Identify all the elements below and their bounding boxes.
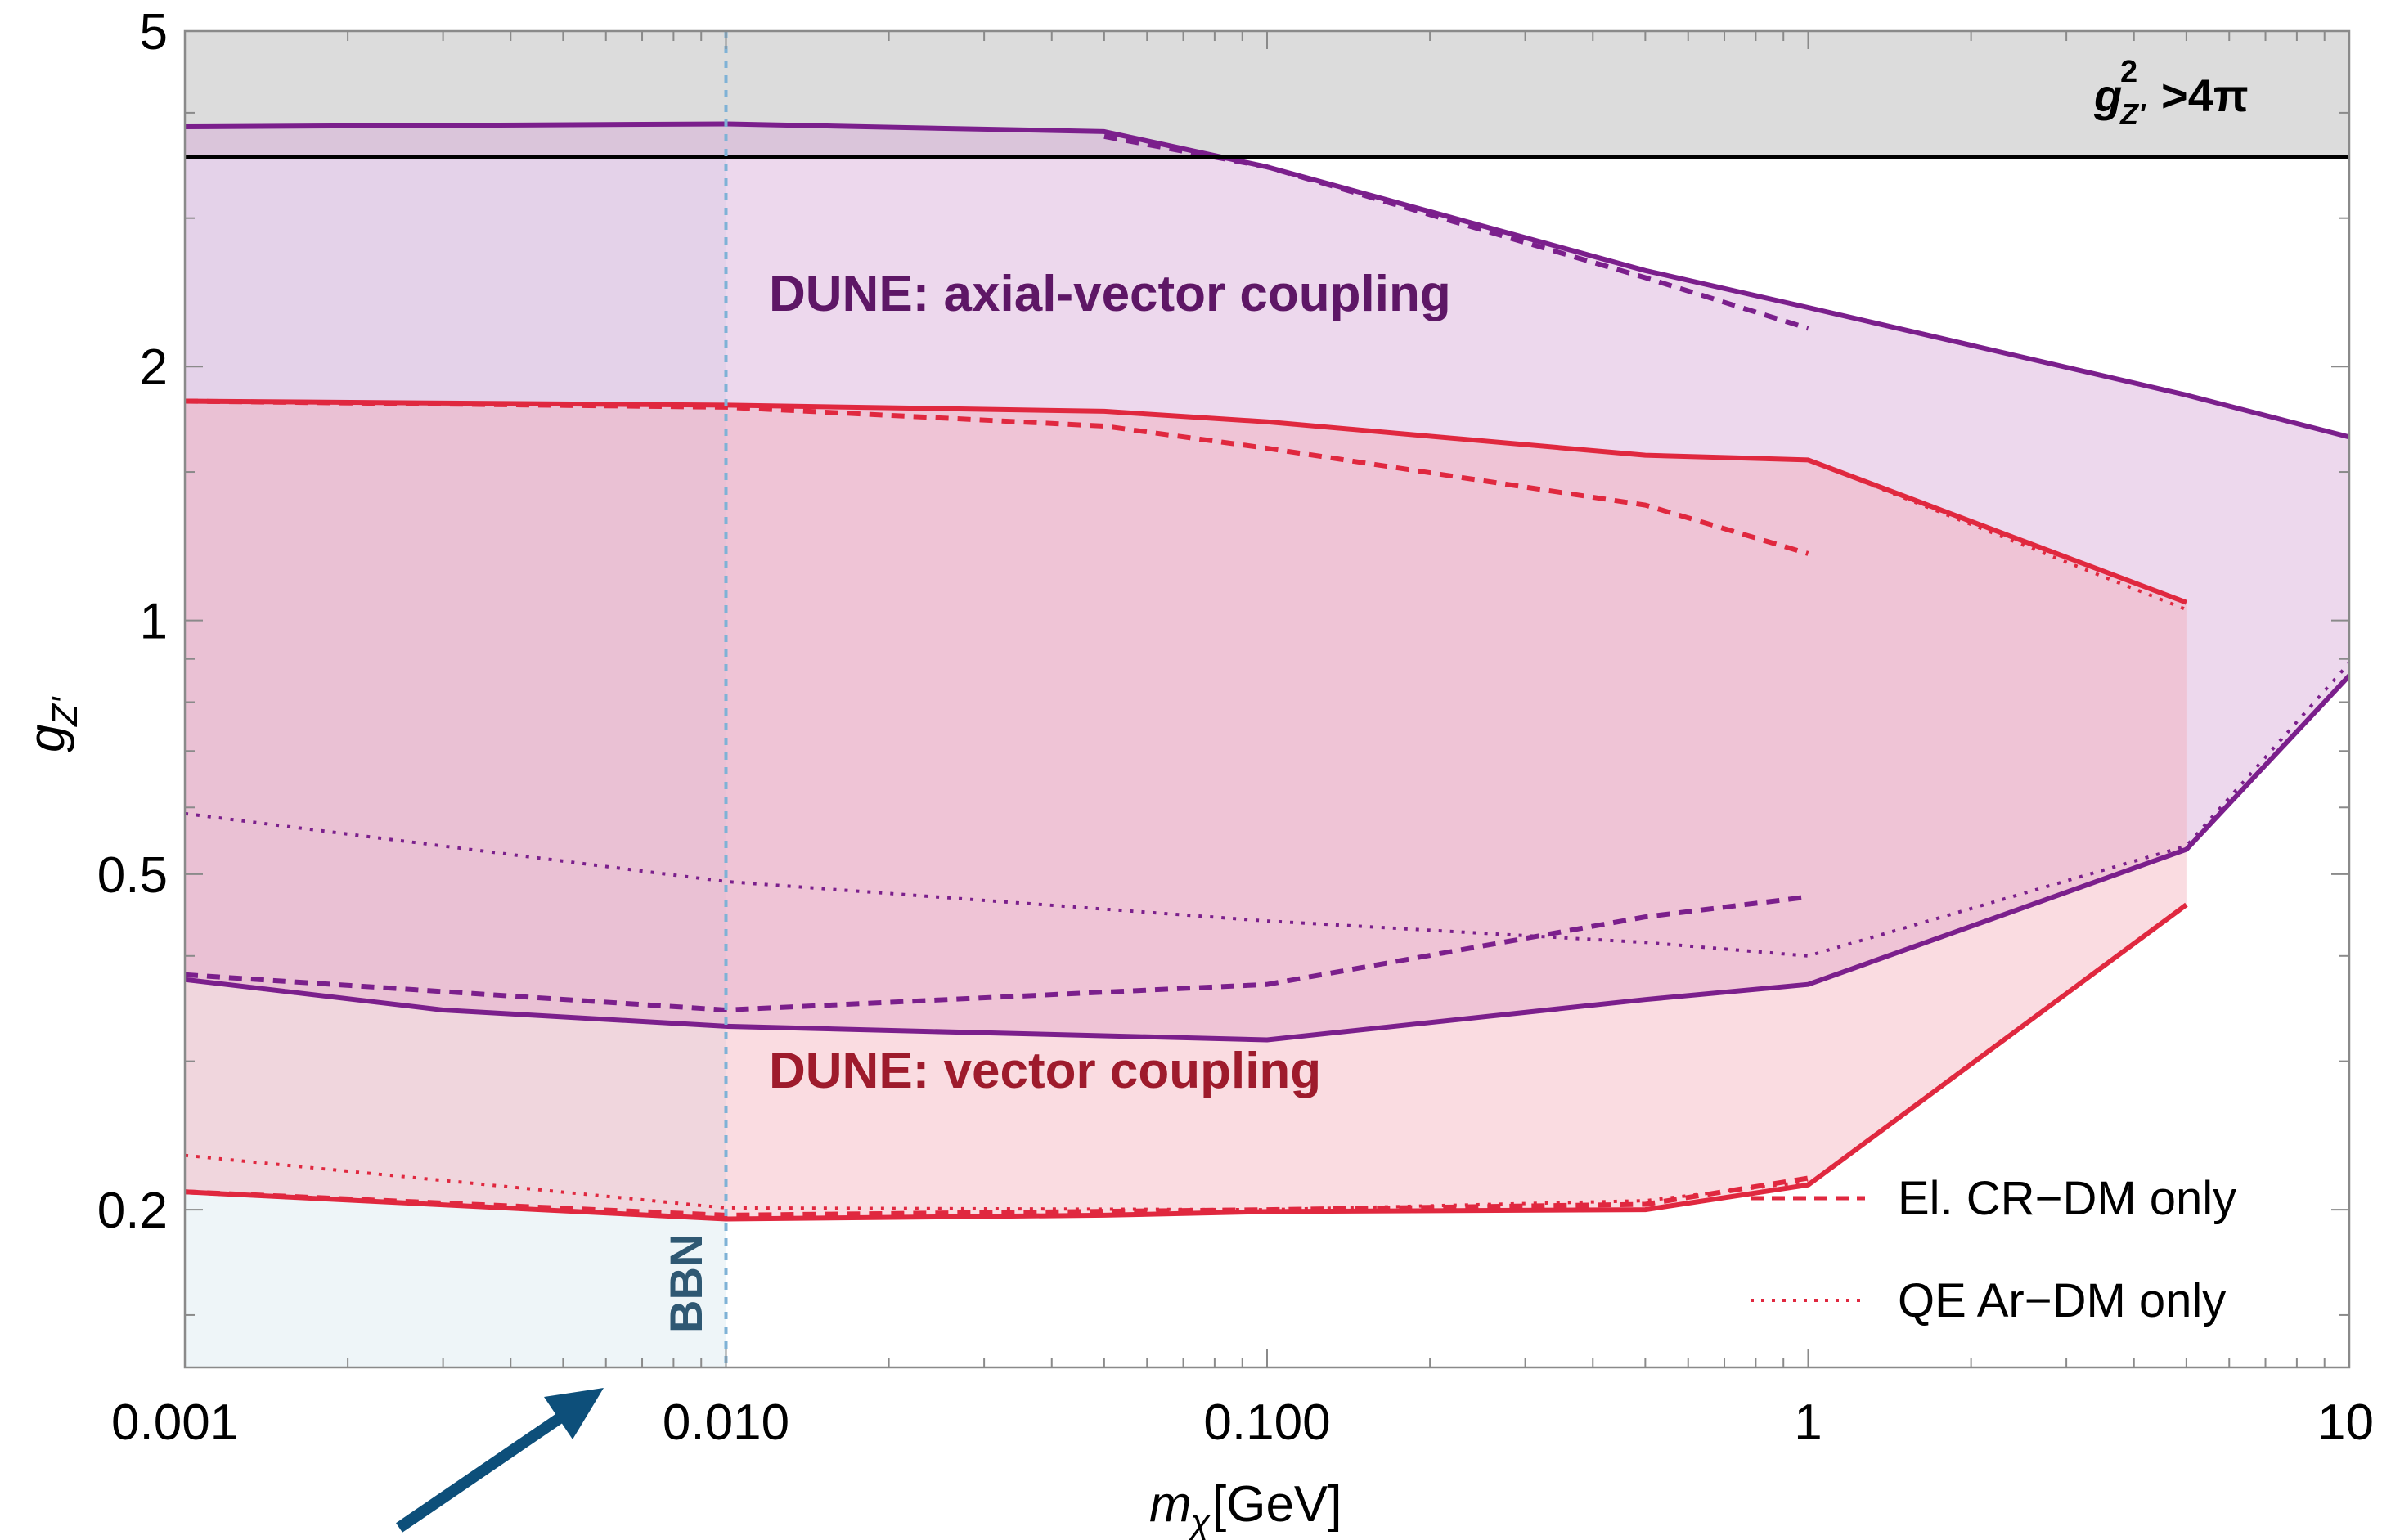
y-axis-label: g Z' — [19, 696, 85, 752]
bbn-label: BBN — [660, 1234, 712, 1333]
x-axis-label-main: m — [1149, 1476, 1192, 1533]
legend-dotted-label: QE Ar−DM only — [1898, 1274, 2226, 1327]
y-axis-label-sub: Z' — [45, 696, 85, 727]
axial-vector-region-fill — [185, 123, 2349, 1040]
x-tick-label: 0.001 — [111, 1394, 238, 1451]
axial-solid-upper-curve — [185, 121, 2349, 440]
y-tick-label: 2 — [140, 339, 168, 396]
x-axis-label-unit: [GeV] — [1212, 1476, 1342, 1533]
axial-dashed-lower-curve — [185, 894, 1809, 1012]
x-axis-label: m χ [GeV] — [1149, 1476, 1342, 1540]
x-tick-label: 10 — [2317, 1394, 2374, 1451]
bbn-excluded-region — [185, 31, 726, 1367]
y-tick-label: 0.5 — [97, 847, 168, 904]
vector-region-fill — [185, 401, 2187, 1219]
perturbativity-label: g 2 Z' >4π — [2093, 55, 2249, 131]
perturbativity-region — [185, 31, 2349, 157]
y-tick-label: 5 — [140, 4, 168, 61]
axial-dotted-curve — [185, 662, 2349, 958]
axial-vector-label: DUNE: axial-vector coupling — [769, 266, 1451, 322]
y-axis-label-main: g — [19, 725, 75, 752]
x-axis-label-sub: χ — [1187, 1502, 1211, 1540]
legend-dashed-label: El. CR−DM only — [1898, 1172, 2236, 1225]
bbn-arrow — [396, 1388, 604, 1533]
x-tick-label: 0.100 — [1203, 1394, 1330, 1451]
x-tick-label: 1 — [1794, 1394, 1822, 1451]
legend: El. CR−DM only QE Ar−DM only — [1751, 1172, 2236, 1327]
perturbativity-label-sup: 2 — [2120, 55, 2137, 89]
perturbativity-label-symbol: g — [2093, 70, 2122, 121]
vector-dashed-lower-curve — [185, 1175, 1809, 1218]
axial-solid-lower-curve — [185, 674, 2349, 1043]
vector-label: DUNE: vector coupling — [769, 1043, 1321, 1099]
perturbativity-label-rest: >4π — [2161, 70, 2249, 121]
axial-dashed-upper-curve — [1103, 133, 1809, 331]
x-tick-label: 0.010 — [663, 1394, 789, 1451]
perturbativity-label-sub: Z' — [2119, 97, 2146, 131]
y-tick-label: 0.2 — [97, 1183, 168, 1239]
y-tick-label: 1 — [140, 594, 168, 650]
vector-dashed-upper-curve — [185, 398, 1809, 556]
